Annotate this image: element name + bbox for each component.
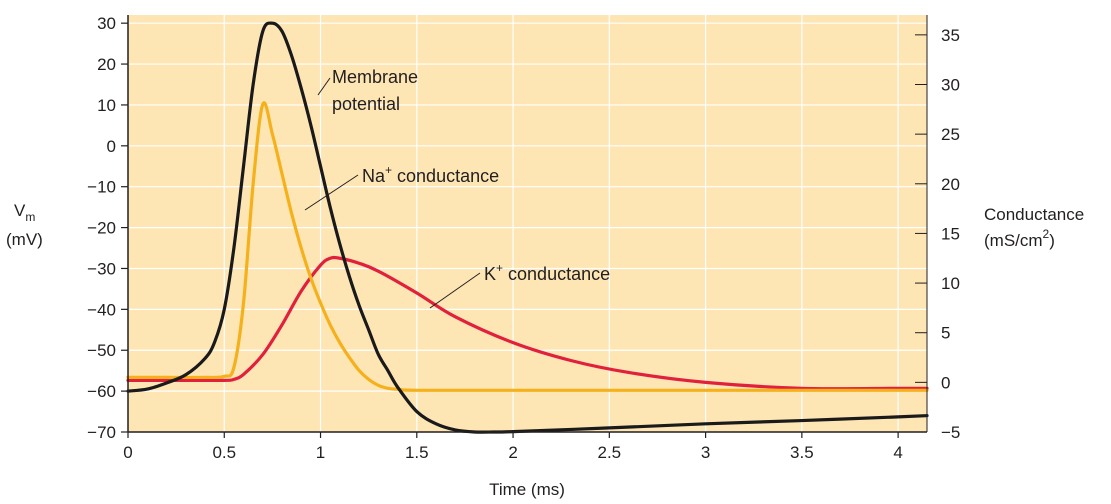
left-tick-label: −20 xyxy=(87,219,116,238)
leader-k xyxy=(429,272,481,309)
k-suffix: conductance xyxy=(503,264,610,284)
series-k-conductance xyxy=(126,255,929,391)
x-tick-label: 2.5 xyxy=(598,443,622,462)
x-tick-label: 0.5 xyxy=(212,443,236,462)
x-tick-label: 0 xyxy=(123,443,132,462)
x-tick-label: 3.5 xyxy=(790,443,814,462)
left-tick-label: 10 xyxy=(97,96,116,115)
right-axis-label-line1: Conductance xyxy=(984,205,1084,224)
left-tick-label: −70 xyxy=(87,423,116,442)
x-tick-label: 3 xyxy=(701,443,710,462)
right-tick-label: 35 xyxy=(941,26,960,45)
right-tick-label: 30 xyxy=(941,76,960,95)
right-tick-label: 20 xyxy=(941,175,960,194)
tick-layer: 0 0.5 1 1.5 2 2.5 3 3.5 43020100−10−20−30−40−50−… xyxy=(87,14,960,462)
right-tick-label: −5 xyxy=(941,423,960,442)
right-tick-label: 25 xyxy=(941,125,960,144)
na-symbol: Na xyxy=(362,166,386,186)
right-axis-unit-pre: (mS/cm xyxy=(984,231,1043,250)
plot-background xyxy=(128,15,927,432)
left-tick-label: 30 xyxy=(97,14,116,33)
left-axis-subscript: m xyxy=(25,210,35,224)
na-superscript: + xyxy=(385,163,392,177)
left-tick-label: −60 xyxy=(87,382,116,401)
x-tick-label: 2 xyxy=(508,443,517,462)
annotation-membrane-line1: Membrane xyxy=(332,67,418,87)
left-tick-label: −50 xyxy=(87,341,116,360)
left-tick-label: 20 xyxy=(97,55,116,74)
annotation-na-label: Na+ conductance xyxy=(362,163,499,186)
right-tick-label: 10 xyxy=(941,274,960,293)
left-axis-unit: (mV) xyxy=(6,230,43,249)
left-tick-label: −40 xyxy=(87,300,116,319)
left-tick-label: 0 xyxy=(107,137,116,156)
right-tick-label: 15 xyxy=(941,224,960,243)
left-tick-label: −10 xyxy=(87,178,116,197)
x-tick-label: 1.5 xyxy=(405,443,429,462)
right-tick-label: 5 xyxy=(941,324,950,343)
leader-na xyxy=(304,174,359,211)
grid-lines xyxy=(128,15,927,432)
left-axis-label: Vm xyxy=(14,201,35,224)
annotation-k-label: K+ conductance xyxy=(484,261,610,284)
annotation-na-conductance: Na+ conductance xyxy=(304,163,499,211)
x-tick-label: 4 xyxy=(893,443,902,462)
left-tick-label: −30 xyxy=(87,259,116,278)
right-axis-unit-post: ) xyxy=(1049,231,1055,250)
right-axis-label-line2: (mS/cm2) xyxy=(984,227,1055,250)
leader-membrane xyxy=(317,77,331,96)
annotation-membrane-line2: potential xyxy=(332,94,400,114)
x-axis-label: Time (ms) xyxy=(489,480,565,499)
left-axis-symbol: V xyxy=(14,201,26,220)
na-suffix: conductance xyxy=(392,166,499,186)
right-axis-unit-sup: 2 xyxy=(1043,227,1050,241)
k-symbol: K xyxy=(484,264,496,284)
series-na-conductance xyxy=(126,101,929,392)
annotation-membrane-potential: Membrane potential xyxy=(317,67,418,114)
annotation-k-conductance: K+ conductance xyxy=(429,261,610,309)
x-tick-label: 1 xyxy=(316,443,325,462)
right-tick-label: 0 xyxy=(941,373,950,392)
k-superscript: + xyxy=(496,261,503,275)
